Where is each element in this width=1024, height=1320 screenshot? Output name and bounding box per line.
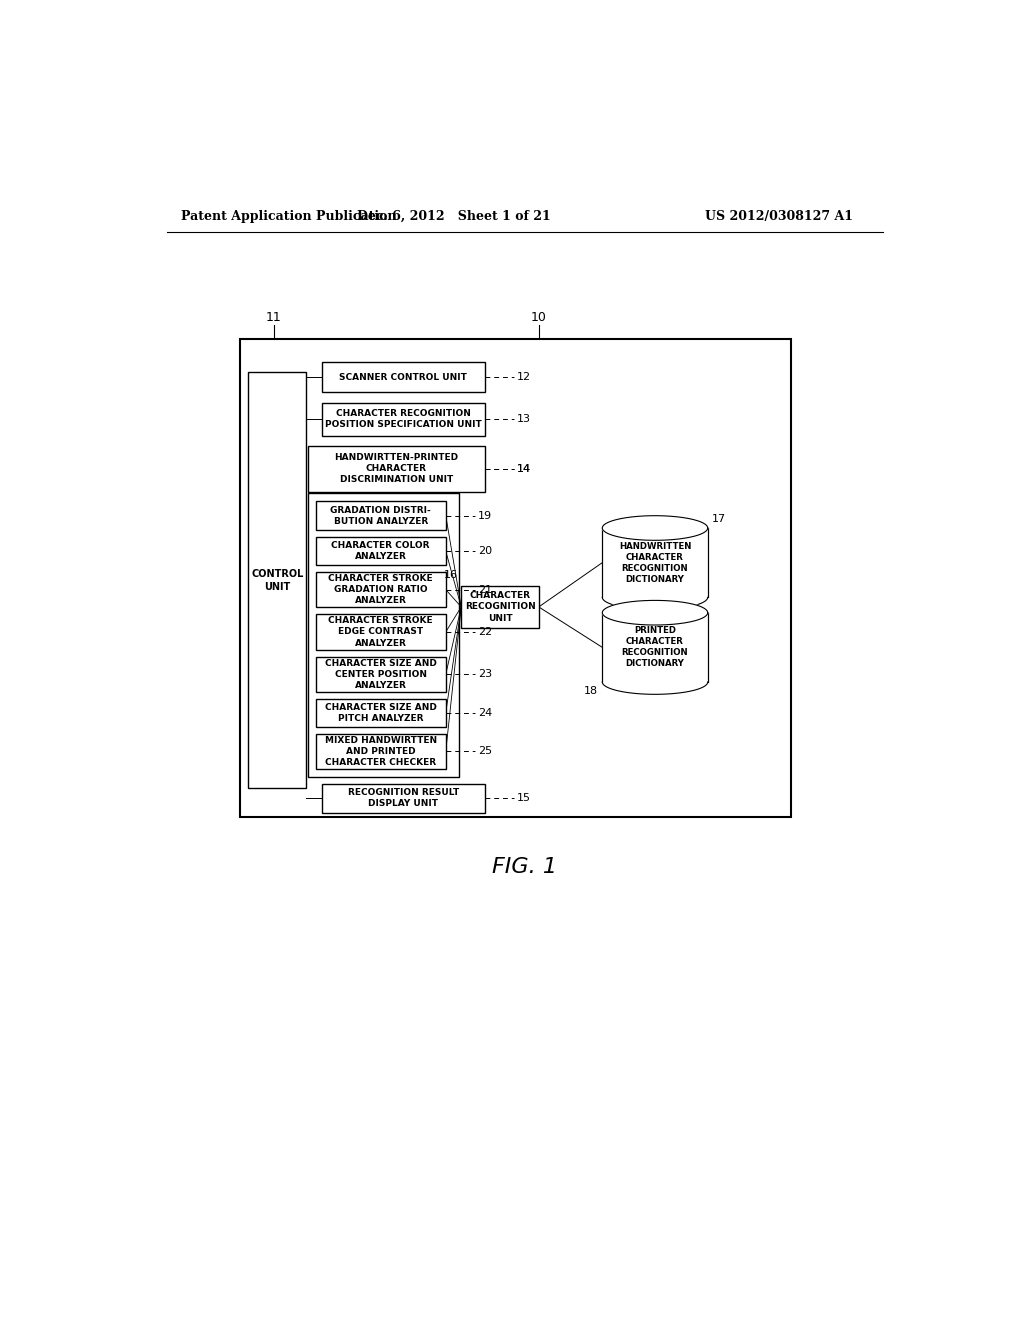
Text: 24: 24	[478, 708, 493, 718]
Text: CHARACTER
RECOGNITION
UNIT: CHARACTER RECOGNITION UNIT	[465, 591, 536, 623]
Text: 14: 14	[517, 463, 531, 474]
Text: MIXED HANDWIRTTEN
AND PRINTED
CHARACTER CHECKER: MIXED HANDWIRTTEN AND PRINTED CHARACTER …	[325, 735, 436, 767]
Bar	[308, 446, 484, 492]
Text: CHARACTER RECOGNITION
POSITION SPECIFICATION UNIT: CHARACTER RECOGNITION POSITION SPECIFICA…	[325, 409, 481, 429]
Text: PRINTED
CHARACTER
RECOGNITION
DICTIONARY: PRINTED CHARACTER RECOGNITION DICTIONARY	[622, 626, 688, 668]
Text: 25: 25	[478, 746, 493, 756]
Text: 18: 18	[585, 686, 598, 696]
Text: CHARACTER STROKE
EDGE CONTRAST
ANALYZER: CHARACTER STROKE EDGE CONTRAST ANALYZER	[329, 616, 433, 648]
Text: US 2012/0308127 A1: US 2012/0308127 A1	[705, 210, 853, 223]
Text: Patent Application Publication: Patent Application Publication	[180, 210, 396, 223]
Text: CHARACTER COLOR
ANALYZER: CHARACTER COLOR ANALYZER	[332, 541, 430, 561]
Text: RECOGNITION RESULT
DISPLAY UNIT: RECOGNITION RESULT DISPLAY UNIT	[347, 788, 459, 808]
Bar	[315, 656, 445, 692]
Text: HANDWIRTTEN-PRINTED
CHARACTER
DISCRIMINATION UNIT: HANDWIRTTEN-PRINTED CHARACTER DISCRIMINA…	[334, 453, 458, 484]
Bar	[315, 614, 445, 649]
Text: 12: 12	[517, 372, 531, 381]
Text: 22: 22	[478, 627, 493, 638]
Text: 19: 19	[478, 511, 493, 520]
Text: 17: 17	[712, 515, 726, 524]
Bar	[322, 784, 484, 813]
Text: CHARACTER SIZE AND
CENTER POSITION
ANALYZER: CHARACTER SIZE AND CENTER POSITION ANALY…	[325, 659, 436, 690]
Text: 20: 20	[478, 546, 493, 556]
Text: Dec. 6, 2012   Sheet 1 of 21: Dec. 6, 2012 Sheet 1 of 21	[356, 210, 550, 223]
Text: FIG. 1: FIG. 1	[493, 857, 557, 876]
Polygon shape	[602, 601, 708, 624]
Text: 10: 10	[530, 312, 547, 323]
Polygon shape	[602, 516, 708, 540]
Text: 13: 13	[517, 414, 531, 425]
Bar	[248, 372, 306, 788]
Bar	[315, 572, 445, 607]
Bar	[315, 537, 445, 565]
Text: 16: 16	[443, 570, 458, 579]
Text: CONTROL
UNIT: CONTROL UNIT	[251, 569, 303, 591]
Bar	[461, 586, 539, 628]
Text: 15: 15	[517, 793, 531, 804]
Text: 14: 14	[517, 463, 531, 474]
Bar	[308, 494, 459, 776]
Text: CHARACTER STROKE
GRADATION RATIO
ANALYZER: CHARACTER STROKE GRADATION RATIO ANALYZE…	[329, 574, 433, 605]
Text: 21: 21	[478, 585, 493, 594]
Text: 23: 23	[478, 669, 493, 680]
Text: GRADATION DISTRI-
BUTION ANALYZER: GRADATION DISTRI- BUTION ANALYZER	[331, 506, 431, 525]
Bar	[315, 502, 445, 531]
Bar	[241, 339, 791, 817]
Bar	[322, 404, 484, 436]
Text: SCANNER CONTROL UNIT: SCANNER CONTROL UNIT	[339, 372, 467, 381]
Bar	[315, 734, 445, 770]
Bar	[315, 700, 445, 726]
Bar	[322, 363, 484, 392]
Bar	[602, 528, 708, 597]
Text: CHARACTER SIZE AND
PITCH ANALYZER: CHARACTER SIZE AND PITCH ANALYZER	[325, 702, 436, 723]
Bar	[602, 612, 708, 682]
Text: 11: 11	[266, 312, 282, 323]
Text: HANDWRITTEN
CHARACTER
RECOGNITION
DICTIONARY: HANDWRITTEN CHARACTER RECOGNITION DICTIO…	[618, 541, 691, 583]
